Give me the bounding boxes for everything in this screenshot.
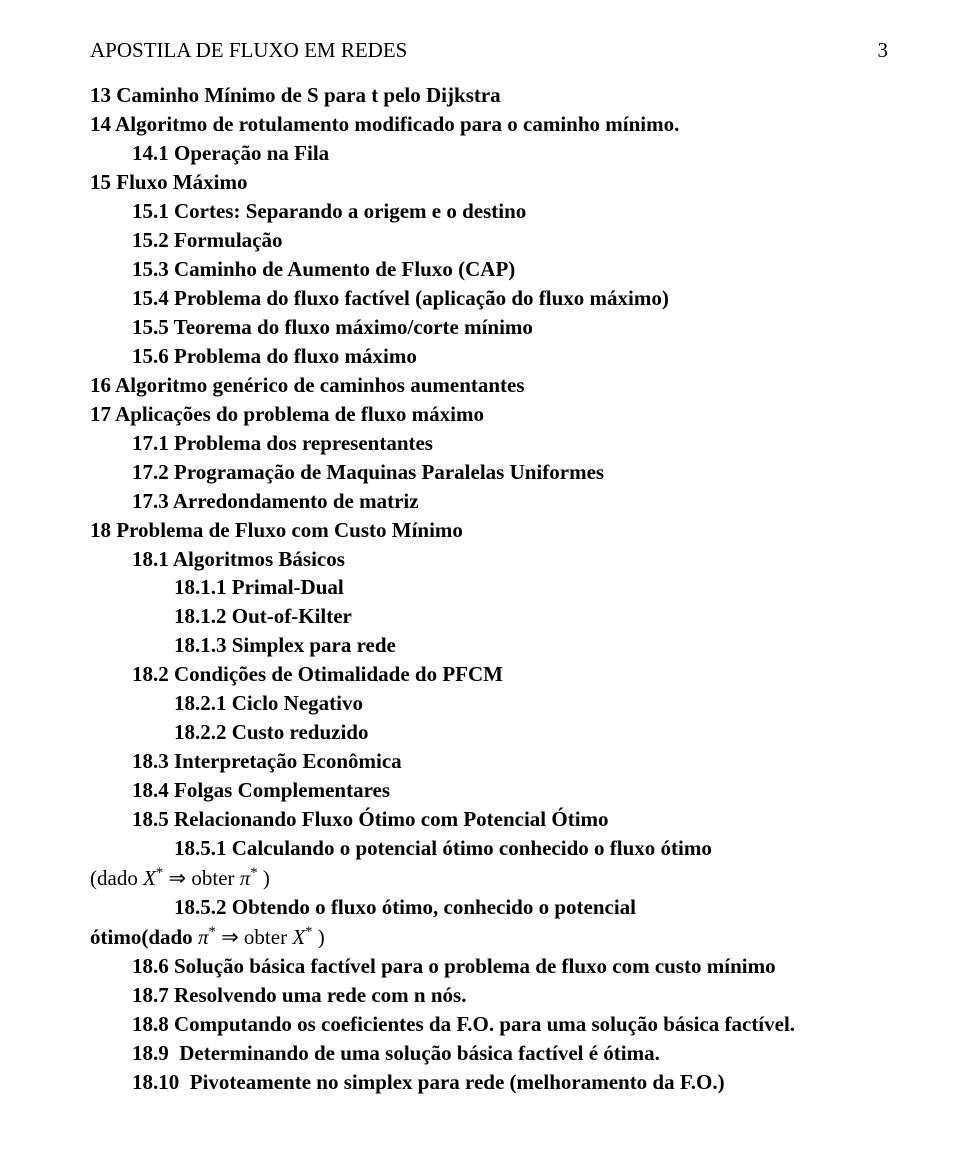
note2-suffix: ) (313, 925, 325, 949)
document-page: APOSTILA DE FLUXO EM REDES 3 13 Caminho … (0, 0, 960, 1137)
toc-line: 18.9 Determinando de uma solução básica … (90, 1039, 888, 1068)
toc-line: 18.2.1 Ciclo Negativo (90, 689, 888, 718)
toc-line: 18.2.2 Custo reduzido (90, 718, 888, 747)
toc-line: 18.5.1 Calculando o potencial ótimo conh… (90, 834, 888, 863)
header-page-number: 3 (878, 38, 889, 63)
note2-prefix: ótimo(dado (90, 925, 198, 949)
note2-sup2: * (305, 924, 312, 940)
toc-line: 16 Algoritmo genérico de caminhos aument… (90, 371, 888, 400)
toc-line: 17.3 Arredondamento de matriz (90, 487, 888, 516)
toc-line: 14 Algoritmo de rotulamento modificado p… (90, 110, 888, 139)
toc-line: 18.1.1 Primal-Dual (90, 573, 888, 602)
toc-line: 18.5 Relacionando Fluxo Ótimo com Potenc… (90, 805, 888, 834)
toc-line: 17.1 Problema dos representantes (90, 429, 888, 458)
toc-line: 15.2 Formulação (90, 226, 888, 255)
toc-line: 13 Caminho Mínimo de S para t pelo Dijks… (90, 81, 888, 110)
note2-sup1: * (208, 924, 215, 940)
toc-line: 18.10 Pivoteamente no simplex para rede … (90, 1068, 888, 1097)
note1-arrow: ⇒ (163, 866, 191, 890)
toc-line: 18.8 Computando os coeficientes da F.O. … (90, 1010, 888, 1039)
toc-block-2: 18.6 Solução básica factível para o prob… (90, 952, 888, 1097)
header-title: APOSTILA DE FLUXO EM REDES (90, 38, 407, 63)
note1-obter: obter (191, 866, 239, 890)
note2-var-pi: π (198, 925, 209, 949)
toc-line-1852: 18.5.2 Obtendo o fluxo ótimo, conhecido … (90, 893, 888, 922)
note1-sup2: * (250, 865, 257, 881)
toc-line: 17 Aplicações do problema de fluxo máxim… (90, 400, 888, 429)
note1-var-x: X (143, 866, 156, 890)
toc-line: 18.7 Resolvendo uma rede com n nós. (90, 981, 888, 1010)
toc-line: 18.2 Condições de Otimalidade do PFCM (90, 660, 888, 689)
toc-line: 18.1 Algoritmos Básicos (90, 545, 888, 574)
note2-obter: obter (244, 925, 292, 949)
toc-line: 15.3 Caminho de Aumento de Fluxo (CAP) (90, 255, 888, 284)
toc-line: 18.4 Folgas Complementares (90, 776, 888, 805)
toc-line: 18.1.2 Out-of-Kilter (90, 602, 888, 631)
toc-line: 15.6 Problema do fluxo máximo (90, 342, 888, 371)
note2-var-x: X (292, 925, 305, 949)
page-header: APOSTILA DE FLUXO EM REDES 3 (90, 38, 888, 63)
toc-line: 14.1 Operação na Fila (90, 139, 888, 168)
toc-line: 15.5 Teorema do fluxo máximo/corte mínim… (90, 313, 888, 342)
toc-block-1: 13 Caminho Mínimo de S para t pelo Dijks… (90, 81, 888, 863)
toc-line: 15 Fluxo Máximo (90, 168, 888, 197)
note1-var-pi: π (240, 866, 251, 890)
note1-suffix: ) (258, 866, 270, 890)
toc-line: 18 Problema de Fluxo com Custo Mínimo (90, 516, 888, 545)
note2-arrow: ⇒ (216, 925, 244, 949)
toc-line: 18.1.3 Simplex para rede (90, 631, 888, 660)
math-note-2: ótimo(dado π* ⇒ obter X* ) (90, 922, 888, 952)
toc-line: 15.4 Problema do fluxo factível (aplicaç… (90, 284, 888, 313)
toc-line: 17.2 Programação de Maquinas Paralelas U… (90, 458, 888, 487)
toc-line: 18.3 Interpretação Econômica (90, 747, 888, 776)
math-note-1: (dado X* ⇒ obter π* ) (90, 863, 888, 893)
note1-prefix: (dado (90, 866, 143, 890)
toc-line: 15.1 Cortes: Separando a origem e o dest… (90, 197, 888, 226)
toc-line: 18.6 Solução básica factível para o prob… (90, 952, 888, 981)
